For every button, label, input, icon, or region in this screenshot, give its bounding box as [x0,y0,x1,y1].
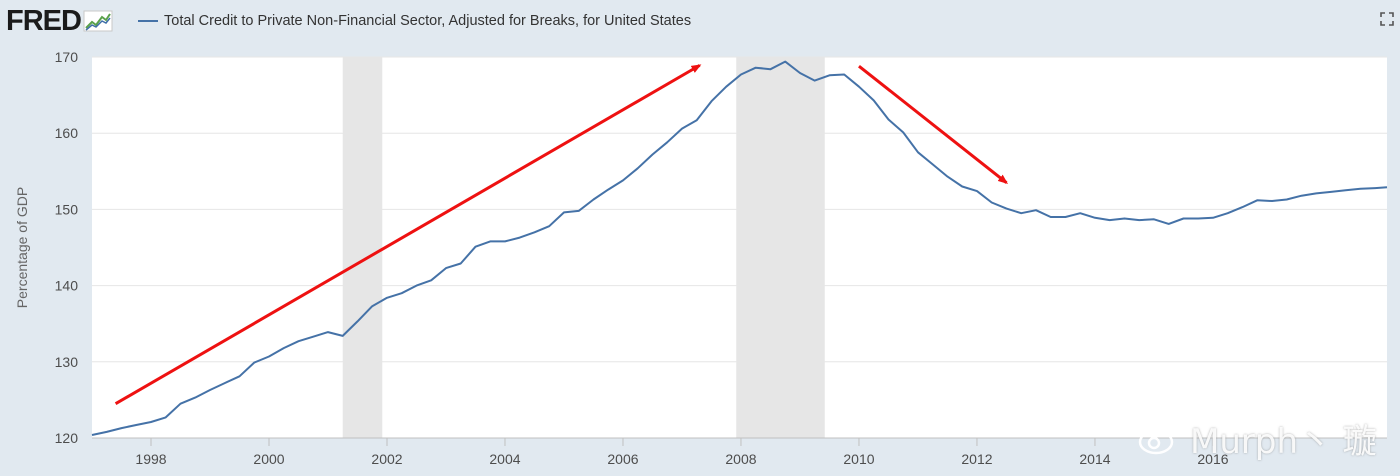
series-legend: Total Credit to Private Non-Financial Se… [138,13,691,29]
series-line-1 [91,60,1388,436]
trend-arrow-1 [114,64,702,406]
y-tick-label-160: 160 [55,125,79,141]
y-tick-label-120: 120 [55,430,79,446]
trend-arrow-2 [858,64,1009,184]
x-tick-label-2016: 2016 [1197,451,1228,467]
weibo-icon [1138,422,1180,455]
watermark-text: Murph丶 璇 [1190,421,1377,462]
x-tick-label-2012: 2012 [961,451,992,467]
recession-band-2 [736,57,825,438]
watermark: Murph丶 璇 [1138,418,1377,462]
x-tick-label-1998: 1998 [135,451,166,467]
fred-chart-icon [83,10,113,32]
x-tick-label-2004: 2004 [489,451,520,467]
fred-logo-text: FRED [6,5,82,37]
x-tick-label-2014: 2014 [1079,451,1110,467]
series-title: Total Credit to Private Non-Financial Se… [164,13,692,29]
x-tick-label-2010: 2010 [843,451,874,467]
y-axis-label: Percentage of GDP [14,187,30,308]
y-tick-label-130: 130 [55,354,79,370]
legend-line-swatch [138,20,158,22]
chart-header: FRED Total Credit to Private Non-Financi… [0,0,1400,44]
y-tick-label-170: 170 [55,49,79,65]
x-tick-label-2002: 2002 [371,451,402,467]
x-tick-label-2000: 2000 [253,451,284,467]
x-tick-label-2006: 2006 [607,451,638,467]
expand-icon[interactable] [1380,12,1394,26]
fred-logo[interactable]: FRED [6,6,113,36]
y-tick-label-150: 150 [55,201,79,217]
x-tick-label-2008: 2008 [725,451,756,467]
recession-band-1 [342,57,383,438]
y-tick-label-140: 140 [55,278,79,294]
